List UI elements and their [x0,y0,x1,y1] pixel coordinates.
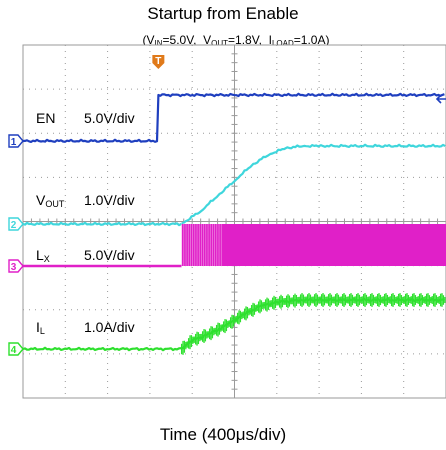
test-conditions: (VIN=5.0V, VOUT=1.8V, ILOAD=1.0A) [142,33,330,48]
x-axis-label: Time (400μs/div) [159,425,287,444]
channel-name: VOUT [36,192,65,209]
trigger-marker-label: T [155,56,161,67]
channel-name: IL [36,319,45,336]
channel-scale: 5.0V/div [84,110,135,126]
channel-marker-label: 4 [11,345,17,356]
chart-title: Startup from Enable [147,4,299,23]
channel-marker-4 [8,342,24,356]
channel-label-vout: VOUT 1.0V/div [36,192,135,209]
channel-label-en: EN 5.0V/div [36,110,135,127]
channel-marker-2 [8,217,24,231]
channel-label-il: IL 1.0A/div [36,319,135,336]
trigger-level-arrow-icon [435,94,446,104]
channel-marker-label: 2 [11,220,17,231]
channel-name: EN [36,110,56,126]
channel-marker-label: 1 [11,137,17,148]
channel-marker-label: 3 [11,262,17,273]
channel-scale: 1.0V/div [84,192,135,208]
channel-scale: 5.0V/div [84,247,135,263]
trace-lx-switching-band [181,224,446,266]
channel-marker-1 [8,134,24,148]
channel-label-lx: LX 5.0V/div [36,247,135,264]
trace-vout [22,143,446,227]
channel-marker-3 [8,259,24,273]
channel-scale: 1.0A/div [84,319,135,335]
trigger-marker-icon [152,55,165,69]
trace-en [22,92,445,143]
channel-name: LX [36,247,50,264]
